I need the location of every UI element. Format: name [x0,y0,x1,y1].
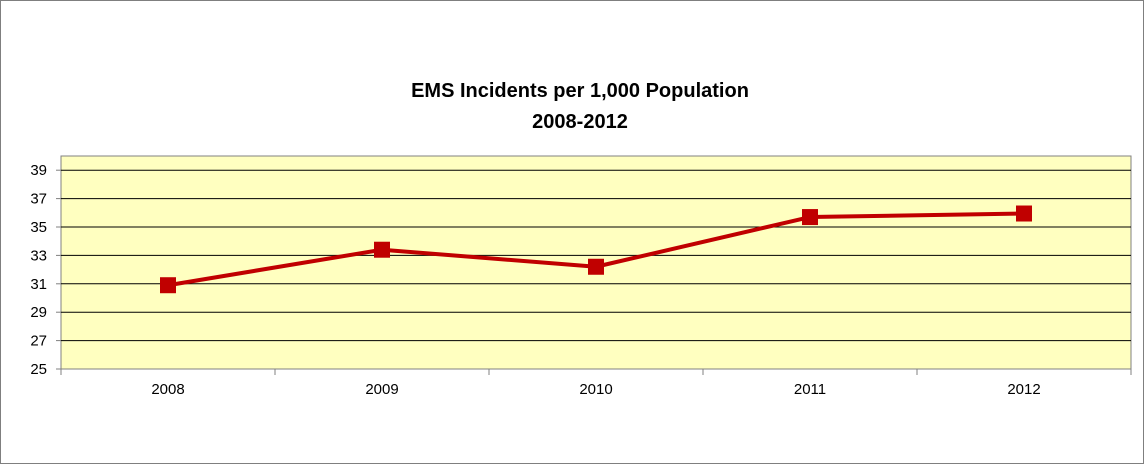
ytick-label-39: 39 [30,162,47,179]
xtick-label-2011: 2011 [794,381,826,398]
data-point-2012 [1016,205,1032,222]
chart-title: EMS Incidents per 1,000 Population [411,80,749,102]
gridlines [61,169,1131,342]
data-point-2011 [802,209,818,226]
ytick-label-29: 29 [30,304,47,321]
ytick-label-35: 35 [30,219,47,236]
data-point-2010 [588,258,604,275]
data-point-2008 [160,277,176,294]
ytick-label-31: 31 [30,276,47,293]
xtick-label-2008: 2008 [151,381,184,398]
x-axis: 2008 2009 2010 2011 2012 [60,368,1132,398]
chart-subtitle: 2008-2012 [532,111,628,133]
y-axis: 25 27 29 31 33 35 37 39 [30,162,61,378]
series-group [160,205,1032,294]
ytick-label-33: 33 [30,247,47,264]
xtick-label-2009: 2009 [365,381,398,398]
ytick-label-25: 25 [30,361,47,378]
data-point-2009 [374,241,390,258]
ytick-label-27: 27 [30,333,47,350]
xtick-label-2012: 2012 [1007,381,1040,398]
xtick-label-2010: 2010 [579,381,612,398]
ytick-label-37: 37 [30,191,47,208]
